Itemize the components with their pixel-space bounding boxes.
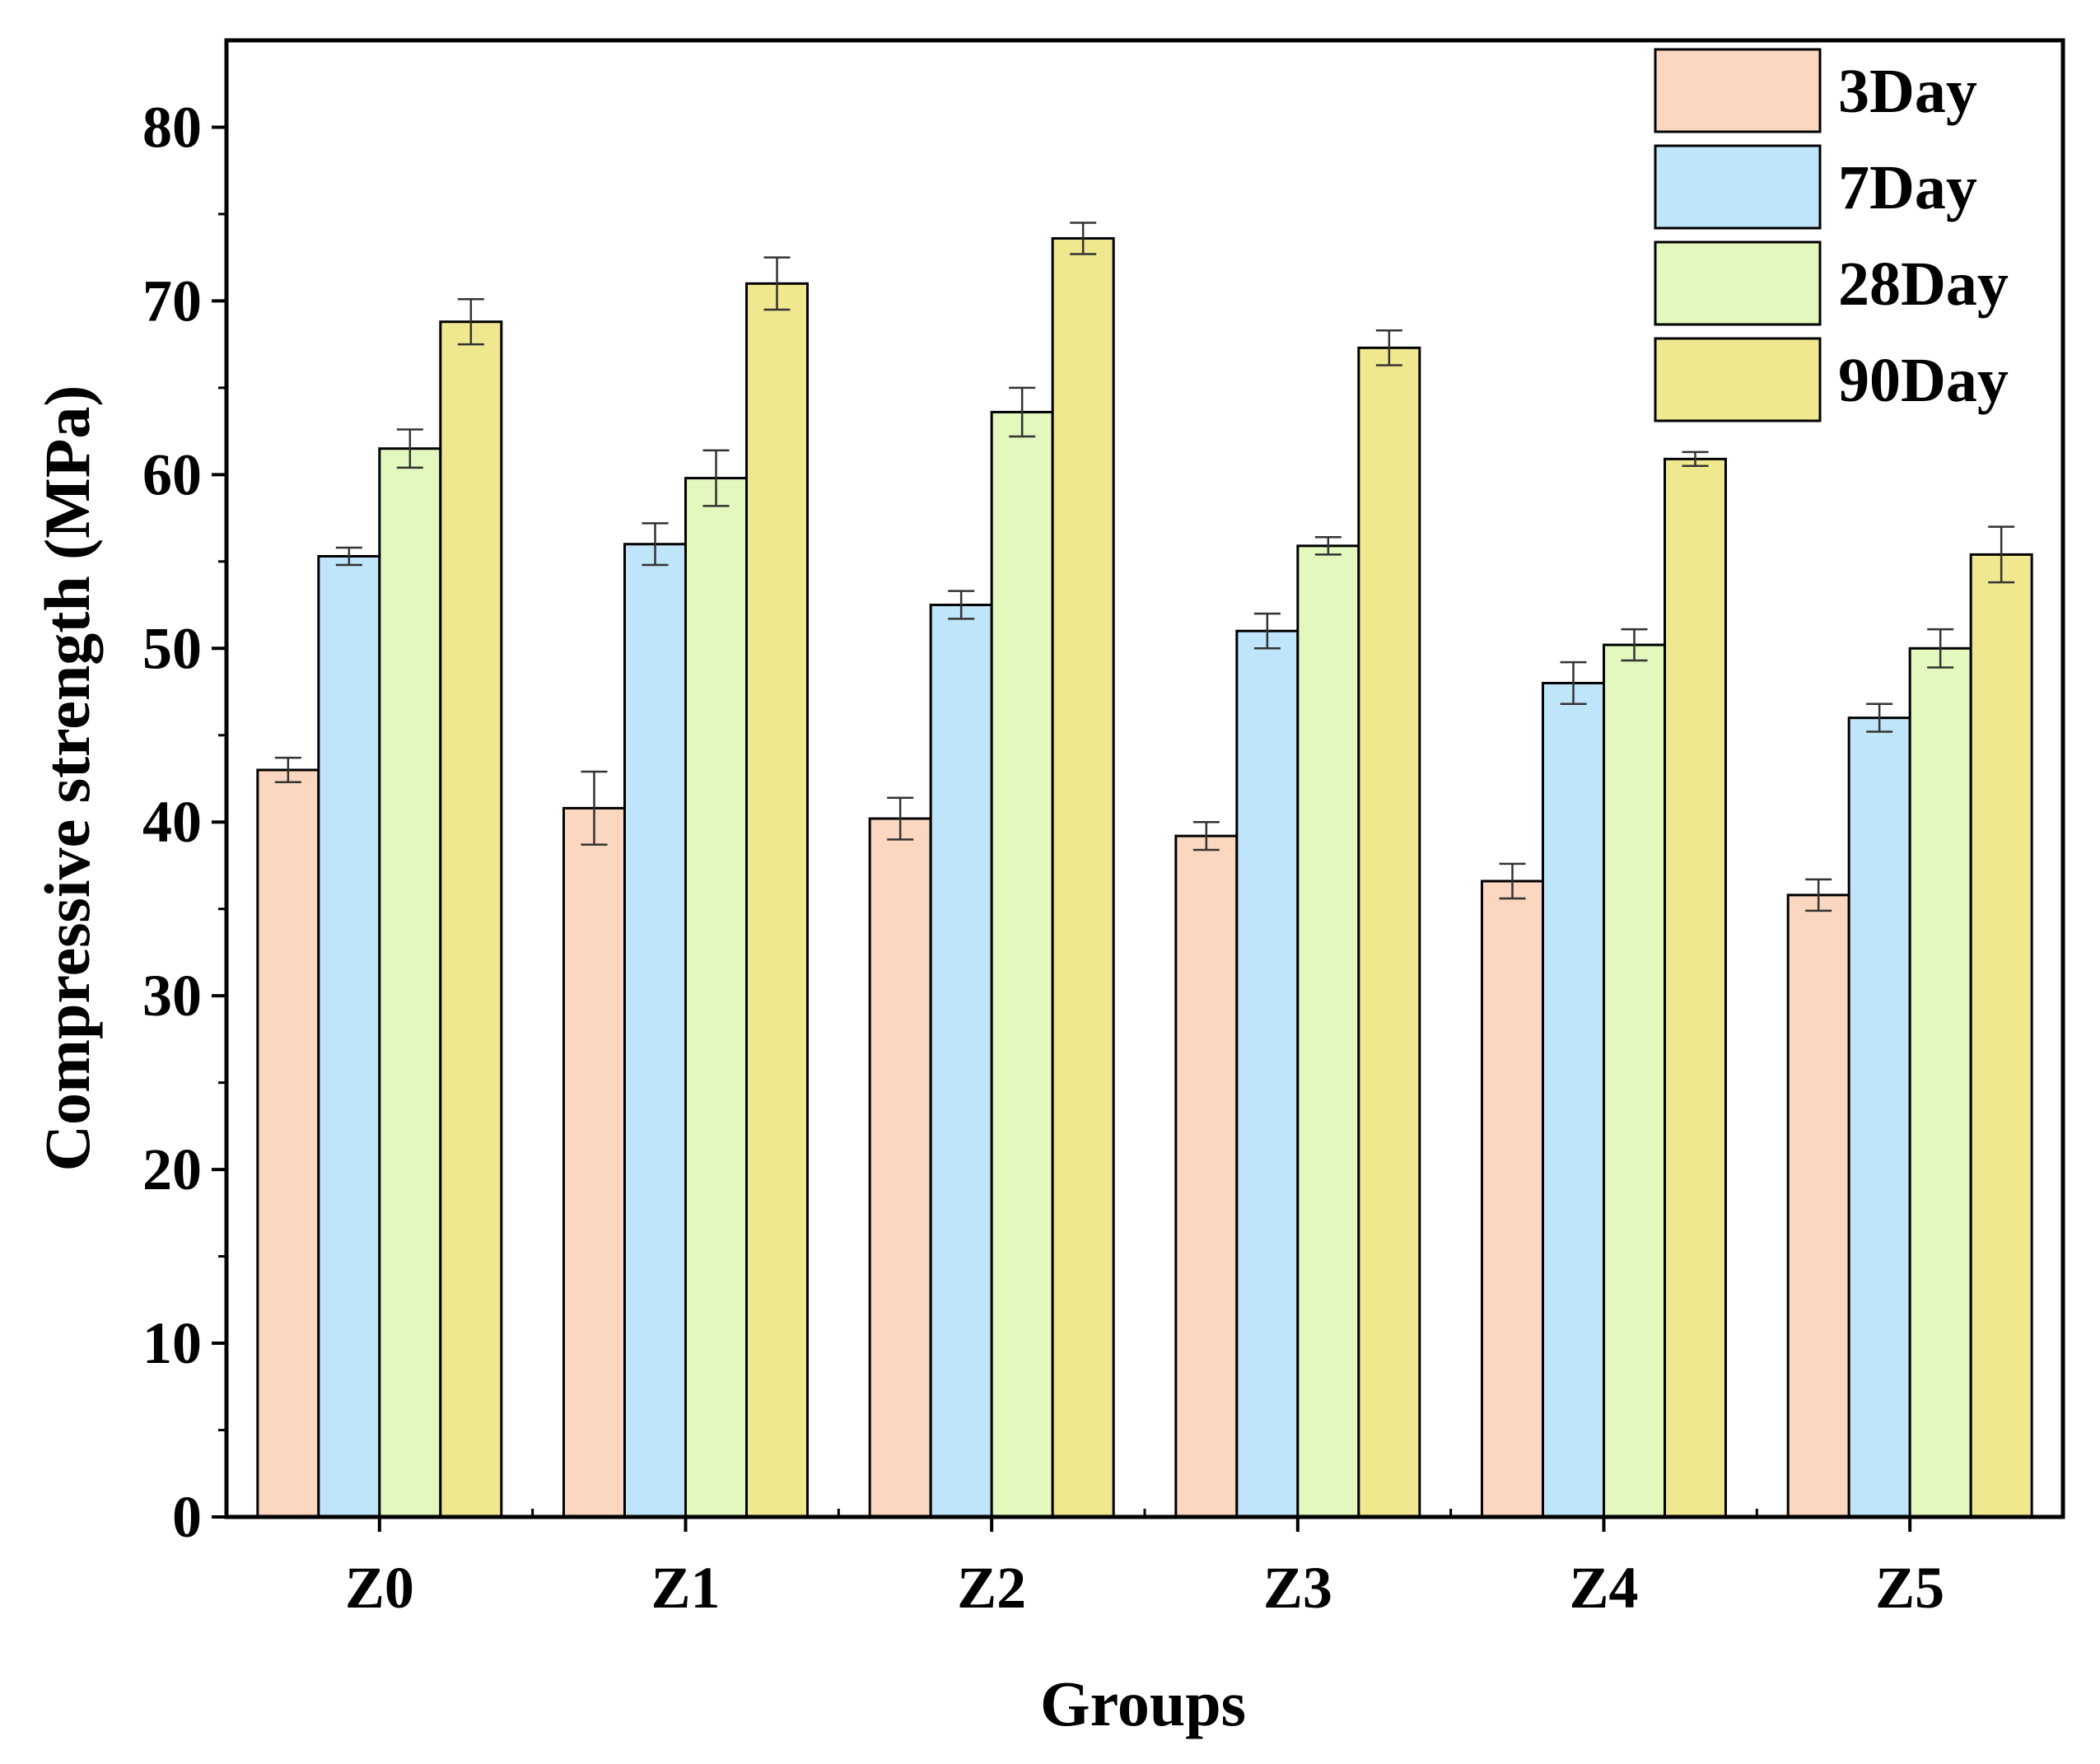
x-tick-label-z2: Z2	[957, 1555, 1026, 1621]
legend-label-3day: 3Day	[1838, 57, 1977, 126]
bar-z5-7day	[1847, 716, 1911, 1519]
bar-z3-28day	[1296, 544, 1360, 1519]
bar-z4-28day	[1603, 643, 1666, 1519]
bar-z3-7day	[1235, 629, 1300, 1519]
y-tick-label: 70	[142, 268, 202, 334]
y-tick-label: 10	[142, 1310, 202, 1376]
legend-swatch-7day	[1654, 144, 1822, 230]
bar-z5-28day	[1908, 646, 1972, 1519]
bar-z1-90day	[745, 282, 809, 1519]
bar-z2-90day	[1051, 236, 1115, 1519]
x-tick-label-z4: Z4	[1569, 1555, 1638, 1621]
y-tick-label: 60	[142, 441, 202, 507]
x-tick-label-z1: Z1	[651, 1555, 720, 1621]
legend-label-7day: 7Day	[1838, 153, 1977, 222]
bar-z5-3day	[1786, 894, 1850, 1519]
bar-z1-28day	[684, 477, 748, 1519]
bar-z3-90day	[1357, 346, 1421, 1519]
y-tick-label: 20	[142, 1136, 202, 1202]
legend-label-28day: 28Day	[1838, 250, 2009, 319]
y-tick-label: 50	[142, 615, 202, 681]
y-axis-title: Compressive strength (MPa)	[31, 385, 103, 1172]
y-tick-label: 0	[172, 1484, 202, 1550]
axes-layer: 0 10 20 30 40 50 60 70 80 Z0 Z1 Z2 Z3 Z4 Z5	[142, 94, 1944, 1621]
x-tick-label-z5: Z5	[1875, 1555, 1944, 1621]
bars-layer	[256, 222, 2033, 1519]
bar-z0-7day	[317, 554, 381, 1519]
bar-z0-90day	[439, 320, 503, 1519]
bar-z1-7day	[623, 543, 687, 1519]
x-axis-title: Groups	[1040, 1668, 1246, 1739]
y-tick-label: 40	[142, 789, 202, 855]
y-tick-label: 80	[142, 94, 202, 160]
bar-z4-3day	[1481, 880, 1544, 1519]
x-tick-label-z0: Z0	[345, 1555, 414, 1621]
bar-z5-90day	[1969, 553, 2033, 1519]
bar-z1-3day	[562, 806, 626, 1519]
legend-label-90day: 90Day	[1838, 346, 2009, 415]
legend-swatch-90day	[1654, 337, 1822, 422]
bar-z4-90day	[1664, 457, 1727, 1519]
x-tick-label-z3: Z3	[1263, 1555, 1332, 1621]
legend-swatch-3day	[1654, 48, 1822, 133]
bar-z0-3day	[256, 768, 320, 1519]
legend: 3Day 7Day 28Day 90Day	[1654, 48, 2009, 422]
bar-z4-7day	[1542, 681, 1605, 1519]
legend-swatch-28day	[1654, 240, 1822, 326]
bar-z2-28day	[990, 410, 1054, 1519]
bar-z2-7day	[929, 604, 993, 1519]
bar-z3-3day	[1174, 834, 1239, 1519]
bar-z0-28day	[378, 447, 442, 1519]
bar-z2-3day	[868, 817, 932, 1519]
y-tick-label: 30	[142, 963, 202, 1029]
